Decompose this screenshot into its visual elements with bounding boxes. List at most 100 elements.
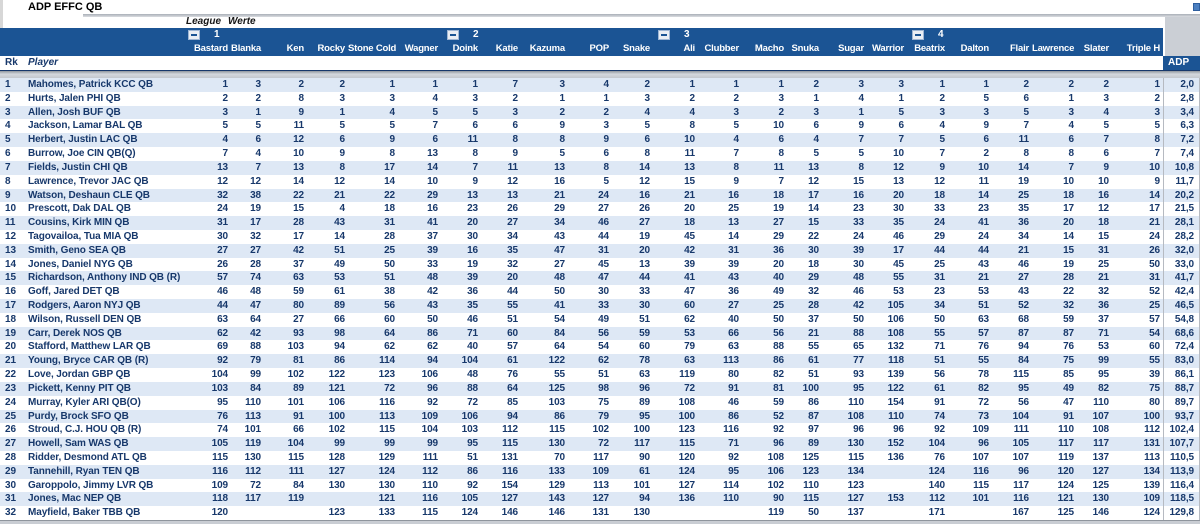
pick-cell[interactable]: 11 [978, 175, 989, 187]
pick-cell[interactable]: 72 [684, 382, 695, 394]
pick-cell[interactable]: 7 [778, 175, 785, 187]
rank-cell[interactable]: 8 [5, 175, 11, 187]
pick-cell[interactable] [867, 506, 907, 520]
pick-cell[interactable]: 7 [472, 161, 479, 173]
pick-cell[interactable]: 57 [1149, 313, 1160, 325]
pick-cell[interactable]: 56 [1018, 396, 1029, 408]
pick-cell[interactable]: 8 [689, 120, 696, 132]
rank-cell[interactable]: 29 [5, 465, 16, 477]
pick-cell[interactable]: 14 [639, 161, 650, 173]
pick-cell[interactable]: 106 [461, 410, 478, 422]
pick-cell[interactable]: 11 [507, 161, 518, 173]
pick-cell[interactable]: 66 [334, 313, 345, 325]
pick-cell[interactable]: 86 [728, 410, 739, 422]
pick-cell[interactable]: 48 [250, 286, 261, 298]
pick-cell[interactable]: 80 [1149, 396, 1160, 408]
pick-cell[interactable]: 61 [639, 465, 650, 477]
pick-cell[interactable]: 27 [639, 217, 650, 229]
pick-cell[interactable]: 43 [427, 300, 438, 311]
pick-cell[interactable]: 104 [461, 355, 478, 367]
pick-cell[interactable]: 127 [328, 465, 345, 477]
pick-cell[interactable]: 10 [978, 161, 989, 173]
pick-cell[interactable]: 37 [427, 230, 438, 242]
pick-cell[interactable]: 110 [848, 396, 864, 408]
pick-cell[interactable]: 12 [293, 134, 304, 146]
adp-cell[interactable]: 7,2 [1163, 133, 1200, 148]
pick-cell[interactable]: 51 [384, 272, 395, 284]
pick-cell[interactable]: 146 [1092, 507, 1109, 519]
pick-cell[interactable]: 18 [1098, 217, 1109, 229]
pick-cell[interactable]: 80 [293, 300, 304, 311]
adp-cell[interactable]: 32,0 [1163, 243, 1200, 258]
pick-cell[interactable]: 25 [773, 300, 784, 311]
pick-cell[interactable]: 30 [808, 244, 819, 256]
pick-cell[interactable]: 33 [598, 300, 609, 311]
pick-cell[interactable]: 38 [384, 286, 395, 298]
pick-cell[interactable]: 13 [639, 258, 650, 270]
pick-cell[interactable]: 95 [728, 465, 739, 477]
pick-cell[interactable]: 86 [467, 465, 478, 477]
pick-cell[interactable]: 9 [603, 134, 610, 146]
pick-cell[interactable]: 5 [858, 148, 865, 160]
pick-cell[interactable]: 63 [978, 313, 989, 325]
pick-cell[interactable]: 15 [1063, 244, 1074, 256]
pick-cell[interactable]: 3 [512, 106, 519, 118]
player-name-cell[interactable]: Lawrence, Trevor JAC QB [28, 175, 149, 187]
pick-cell[interactable]: 5 [603, 175, 610, 187]
pick-cell[interactable]: 10 [1149, 161, 1160, 173]
pick-cell[interactable]: 13 [893, 175, 904, 187]
pick-cell[interactable]: 117 [593, 451, 609, 463]
pick-cell[interactable]: 51 [334, 244, 345, 256]
pick-cell[interactable]: 2 [1103, 79, 1110, 90]
pick-cell[interactable]: 95 [1098, 369, 1109, 381]
pick-cell[interactable]: 76 [934, 451, 945, 463]
pick-cell[interactable]: 36 [467, 286, 478, 298]
pick-cell[interactable]: 39 [853, 244, 864, 256]
pick-cell[interactable]: 39 [467, 272, 478, 284]
pick-cell[interactable]: 9 [858, 120, 865, 132]
pick-cell[interactable]: 51 [507, 313, 518, 325]
rank-cell[interactable]: 20 [5, 341, 16, 353]
pick-cell[interactable]: 98 [598, 382, 609, 394]
pick-cell[interactable]: 24 [978, 230, 989, 242]
pick-cell[interactable]: 2 [1023, 79, 1030, 90]
pick-cell[interactable]: 7 [432, 120, 439, 132]
pick-cell[interactable]: 114 [723, 479, 739, 491]
player-name-cell[interactable]: Burrow, Joe CIN QB(Q) [28, 148, 136, 160]
pick-cell[interactable]: 52 [1149, 286, 1160, 298]
pick-cell[interactable]: 15 [808, 217, 819, 229]
pick-cell[interactable]: 18 [934, 189, 945, 201]
drafter-header-slater[interactable]: Slater [1083, 43, 1109, 54]
drafter-header-stone-cold[interactable]: Stone Cold [348, 43, 397, 54]
pick-cell[interactable]: 61 [934, 382, 945, 394]
collapse-group-1-button[interactable] [188, 30, 200, 40]
pick-cell[interactable]: 13 [217, 161, 228, 173]
pick-cell[interactable]: 21 [554, 189, 565, 201]
pick-cell[interactable]: 48 [427, 272, 438, 284]
pick-cell[interactable]: 15 [853, 175, 864, 187]
pick-cell[interactable]: 1 [389, 79, 396, 90]
pick-cell[interactable]: 34 [1018, 230, 1029, 242]
pick-cell[interactable]: 47 [554, 244, 565, 256]
pick-cell[interactable]: 2 [1154, 92, 1161, 104]
pick-cell[interactable]: 86 [808, 396, 819, 408]
pick-cell[interactable]: 62 [684, 313, 695, 325]
pick-cell[interactable]: 1 [939, 79, 946, 90]
pick-cell[interactable]: 49 [1063, 382, 1074, 394]
pick-cell[interactable]: 5 [472, 106, 479, 118]
pick-cell[interactable]: 88 [250, 341, 261, 353]
pick-cell[interactable]: 21 [1018, 244, 1029, 256]
adp-cell[interactable]: 89,7 [1163, 395, 1200, 410]
pick-cell[interactable]: 75 [1063, 355, 1074, 367]
pick-cell[interactable]: 7 [1103, 134, 1110, 146]
pick-cell[interactable]: 1 [603, 92, 610, 104]
pick-cell[interactable]: 91 [728, 382, 739, 394]
pick-cell[interactable]: 3 [1068, 106, 1075, 118]
pick-cell[interactable]: 3 [898, 79, 905, 90]
rank-cell[interactable]: 19 [5, 327, 16, 339]
drafter-header-katie[interactable]: Katie [495, 43, 518, 54]
pick-cell[interactable]: 89 [334, 300, 345, 311]
pick-cell[interactable]: 96 [893, 424, 904, 436]
pick-cell[interactable]: 53 [684, 327, 695, 339]
pick-cell[interactable]: 117 [1058, 438, 1074, 450]
